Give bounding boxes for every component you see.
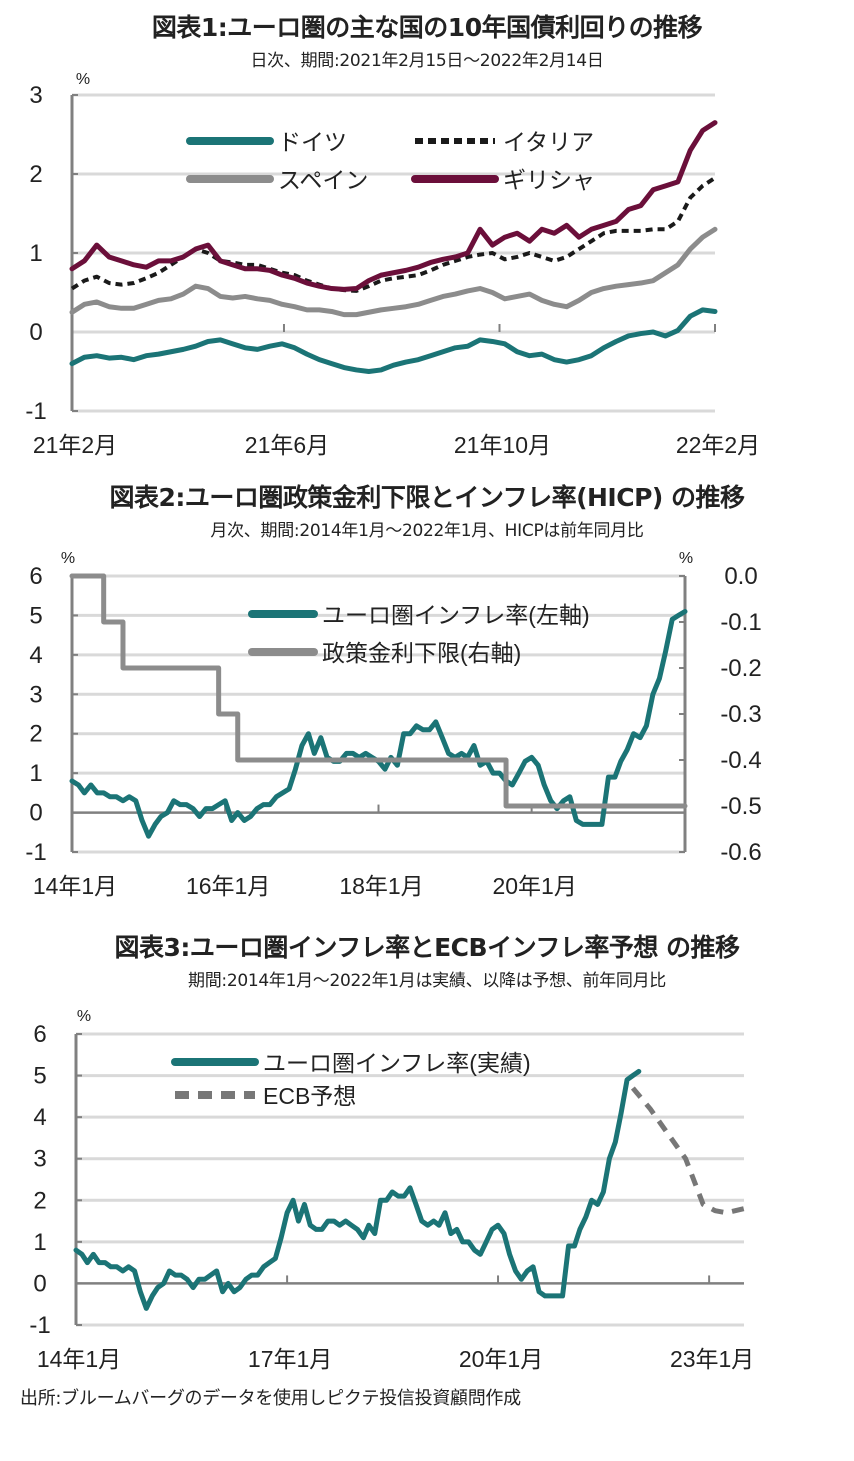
y-right-tick-label: 0.0 bbox=[724, 563, 757, 590]
y-tick-label: 3 bbox=[33, 1146, 46, 1173]
y-tick-label: 5 bbox=[29, 602, 42, 629]
x-tick-label: 16年1月 bbox=[186, 873, 270, 899]
y-tick-label: 2 bbox=[29, 721, 42, 748]
y-tick-label: -1 bbox=[25, 839, 46, 866]
x-tick-label: 14年1月 bbox=[37, 1346, 121, 1372]
y-right-tick-label: -0.2 bbox=[720, 655, 761, 682]
y-right-tick-label: -0.3 bbox=[720, 701, 761, 728]
series-line-1-4 bbox=[69, 120, 718, 292]
x-tick-label: 23年1月 bbox=[670, 1346, 754, 1372]
y-tick-label: 2 bbox=[33, 1187, 46, 1214]
x-tick-label: 17年1月 bbox=[248, 1346, 332, 1372]
y-tick-label: 3 bbox=[29, 681, 42, 708]
legend-label: ECB予想 bbox=[263, 1083, 356, 1109]
y-tick-label: 1 bbox=[33, 1229, 46, 1256]
y-right-unit-label: % bbox=[679, 550, 693, 567]
series-line-2-2 bbox=[69, 573, 688, 809]
y-tick-label: 0 bbox=[29, 319, 42, 346]
y-tick-label: 6 bbox=[33, 1021, 46, 1048]
series-line-3-2 bbox=[630, 1086, 745, 1216]
chart3-subtitle: 期間:2014年1月～2022年1月は実績、以降は予想、前年同月比 bbox=[188, 971, 666, 991]
y-tick-label: 1 bbox=[29, 240, 42, 267]
legend-label: ドイツ bbox=[278, 129, 347, 155]
x-tick-label: 21年6月 bbox=[245, 432, 329, 458]
y-tick-label: 5 bbox=[33, 1063, 46, 1090]
y-right-tick-label: -0.5 bbox=[720, 793, 761, 820]
y-tick-label: -1 bbox=[25, 398, 46, 425]
series-line-1-2 bbox=[69, 226, 718, 318]
chart2-subtitle: 月次、期間:2014年1月～2022年1月、HICPは前年同月比 bbox=[210, 521, 644, 541]
y-tick-label: 3 bbox=[29, 82, 42, 109]
y-tick-label: 6 bbox=[29, 563, 42, 590]
y-tick-label: -1 bbox=[29, 1312, 50, 1339]
legend-label: ユーロ圏インフレ率(左軸) bbox=[322, 602, 590, 628]
chart1-title: 図表1:ユーロ圏の主な国の10年国債利回りの推移 bbox=[151, 13, 703, 42]
series-line-1-1 bbox=[69, 307, 718, 374]
x-tick-label: 14年1月 bbox=[33, 873, 117, 899]
y-unit-label: % bbox=[77, 1008, 91, 1025]
y-tick-label: 4 bbox=[33, 1104, 46, 1131]
chart1-subtitle: 日次、期間:2021年2月15日～2022年2月14日 bbox=[250, 51, 604, 71]
source-note: 出所:ブルームバーグのデータを使用しピクテ投信投資顧問作成 bbox=[20, 1388, 521, 1409]
series-line-3-1 bbox=[73, 1068, 642, 1311]
x-tick-label: 21年2月 bbox=[33, 432, 117, 458]
legend-label: スペイン bbox=[278, 167, 368, 193]
y-unit-label: % bbox=[76, 71, 90, 88]
chart2-title: 図表2:ユーロ圏政策金利下限とインフレ率(HICP) の推移 bbox=[109, 483, 745, 512]
y-tick-label: 2 bbox=[29, 161, 42, 188]
x-tick-label: 20年1月 bbox=[492, 873, 576, 899]
y-right-tick-label: -0.4 bbox=[720, 747, 761, 774]
y-tick-label: 1 bbox=[29, 760, 42, 787]
x-tick-label: 18年1月 bbox=[339, 873, 423, 899]
y-tick-label: 4 bbox=[29, 642, 42, 669]
y-tick-label: 0 bbox=[29, 800, 42, 827]
x-tick-label: 22年2月 bbox=[676, 432, 760, 458]
x-tick-label: 20年1月 bbox=[459, 1346, 543, 1372]
y-tick-label: 0 bbox=[33, 1270, 46, 1297]
legend-label: 政策金利下限(右軸) bbox=[322, 640, 521, 666]
y-right-tick-label: -0.6 bbox=[720, 839, 761, 866]
y-unit-label: % bbox=[61, 550, 75, 567]
x-tick-label: 21年10月 bbox=[454, 432, 551, 458]
y-right-tick-label: -0.1 bbox=[720, 609, 761, 636]
legend-label: ユーロ圏インフレ率(実績) bbox=[263, 1050, 531, 1076]
chart3-title: 図表3:ユーロ圏インフレ率とECBインフレ率予想 の推移 bbox=[114, 933, 740, 962]
legend-label: イタリア bbox=[503, 129, 594, 155]
legend-label: ギリシャ bbox=[503, 167, 595, 193]
